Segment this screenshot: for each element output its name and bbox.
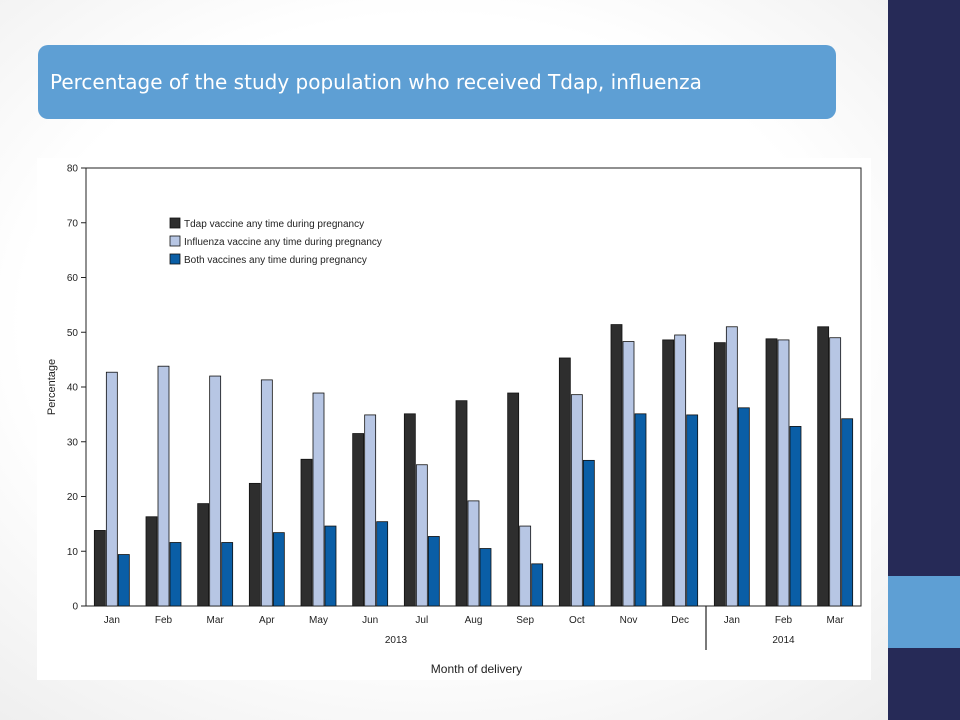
bar: [737, 407, 750, 607]
bar: [662, 339, 675, 607]
bar: [403, 413, 416, 607]
y-tick-label: 70: [67, 218, 79, 229]
y-tick-label: 60: [67, 273, 79, 284]
legend-swatch: [169, 235, 181, 247]
x-tick-label: Feb: [775, 615, 793, 626]
bar: [610, 324, 623, 607]
x-tick-label: Apr: [259, 615, 275, 626]
bar: [312, 392, 325, 607]
y-tick-label: 50: [67, 328, 79, 339]
legend-label: Both vaccines any time during pregnancy: [184, 255, 367, 266]
bar: [686, 414, 699, 607]
bar: [713, 342, 726, 607]
bar: [157, 365, 170, 607]
year-label: 2014: [772, 635, 795, 646]
bar: [248, 482, 261, 607]
bar: [300, 458, 313, 607]
x-tick-label: Jul: [415, 615, 428, 626]
title-bar: Percentage of the study population who r…: [38, 45, 836, 119]
bar: [507, 392, 520, 607]
legend-swatch: [169, 253, 181, 265]
y-tick-label: 40: [67, 383, 79, 394]
bar: [841, 418, 854, 607]
x-tick-label: Jan: [104, 615, 120, 626]
slide-title: Percentage of the study population who r…: [50, 70, 702, 94]
x-tick-label: Jan: [724, 615, 740, 626]
x-tick-label: Mar: [207, 615, 225, 626]
bar: [829, 337, 842, 607]
x-tick-label: Aug: [465, 615, 483, 626]
bar: [352, 433, 365, 607]
bar: [145, 516, 158, 607]
bar: [479, 548, 492, 607]
x-tick-label: Oct: [569, 615, 585, 626]
x-tick-label: Feb: [155, 615, 173, 626]
bar: [455, 400, 468, 607]
bar: [169, 542, 182, 607]
side-decoration-accent: [888, 576, 960, 648]
x-tick-label: Nov: [620, 615, 638, 626]
x-tick-label: May: [309, 615, 328, 626]
y-tick-label: 0: [72, 602, 78, 613]
bar: [364, 414, 377, 607]
bar: [427, 536, 440, 607]
bar: [582, 459, 595, 607]
bar: [725, 326, 738, 607]
x-tick-label: Jun: [362, 615, 378, 626]
chart-panel: 0 10 20 30 40 50 60 70 80 Percentage Jan Feb Mar Apr M…: [37, 158, 871, 680]
bar: [789, 426, 802, 607]
bar: [570, 394, 583, 607]
bar: [105, 371, 118, 607]
bar: [260, 379, 273, 607]
bar: [93, 530, 106, 607]
bar: [221, 542, 234, 607]
y-tick-label: 30: [67, 437, 79, 448]
bar: [117, 554, 130, 607]
bar: [324, 525, 337, 607]
bar: [817, 326, 830, 607]
bar: [519, 525, 532, 607]
y-tick-label: 80: [67, 164, 79, 175]
bar: [197, 503, 210, 607]
vaccination-bar-chart: 0 10 20 30 40 50 60 70 80 Percentage Jan Feb Mar Apr M…: [46, 164, 862, 676]
year-label: 2013: [385, 635, 408, 646]
bar: [634, 413, 647, 607]
y-axis-label: Percentage: [46, 359, 58, 415]
x-axis-label: Month of delivery: [431, 662, 522, 676]
bar: [467, 500, 480, 607]
bar: [209, 375, 222, 607]
bar: [622, 341, 635, 607]
bar: [531, 563, 544, 607]
bar: [777, 339, 790, 607]
x-tick-label: Sep: [516, 615, 534, 626]
bar: [765, 338, 778, 607]
bar: [415, 464, 428, 607]
bar: [674, 334, 687, 607]
legend-label: Influenza vaccine any time during pregna…: [184, 237, 382, 248]
x-tick-label: Dec: [671, 615, 689, 626]
legend-swatch: [169, 217, 181, 229]
y-tick-label: 20: [67, 492, 79, 503]
bar: [558, 357, 571, 607]
legend-label: Tdap vaccine any time during pregnancy: [184, 219, 364, 230]
y-tick-label: 10: [67, 547, 79, 558]
bar: [272, 532, 285, 607]
bar: [376, 521, 389, 607]
x-tick-label: Mar: [827, 615, 845, 626]
